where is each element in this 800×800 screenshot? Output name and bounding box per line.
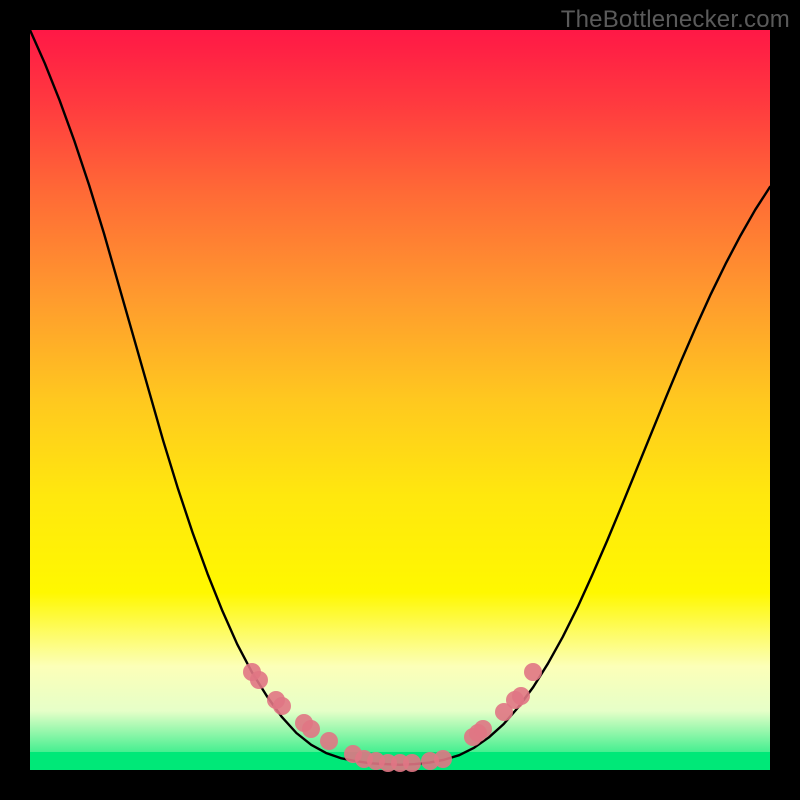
datapoint-marker [403, 754, 421, 772]
watermark-text: TheBottlenecker.com [561, 6, 790, 34]
datapoint-marker [250, 671, 268, 689]
plot-area [30, 30, 770, 770]
datapoint-marker [273, 697, 291, 715]
dip-curve [30, 30, 770, 770]
stage: TheBottlenecker.com [0, 0, 800, 800]
datapoint-marker [434, 750, 452, 768]
datapoint-marker [320, 732, 338, 750]
dip-curve-path [30, 30, 770, 765]
